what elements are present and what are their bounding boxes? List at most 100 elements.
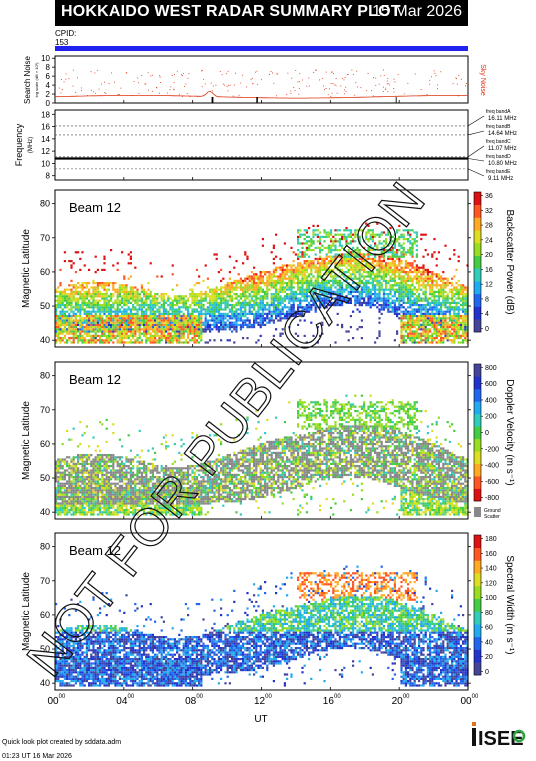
rti-cell xyxy=(180,317,183,320)
rti-cell xyxy=(356,308,359,311)
rti-cell xyxy=(180,328,183,331)
noise-point xyxy=(145,83,147,85)
rti-cell xyxy=(169,332,172,335)
rti-cell xyxy=(244,306,247,309)
rti-cell xyxy=(407,271,410,274)
rti-cell xyxy=(451,277,454,280)
rti-cell xyxy=(79,337,82,340)
rti-cell xyxy=(72,493,75,496)
rti-cell xyxy=(286,282,289,285)
rti-cell xyxy=(387,273,390,276)
rti-cell xyxy=(338,279,341,282)
rti-cell xyxy=(83,332,86,335)
rti-cell xyxy=(231,290,234,293)
rti-cell xyxy=(440,288,443,291)
rti-cell xyxy=(391,273,394,276)
rti-cell xyxy=(250,290,253,293)
rti-cell xyxy=(444,321,447,324)
rti-cell xyxy=(217,328,220,331)
rti-cell xyxy=(178,299,181,302)
noise-data xyxy=(55,69,468,103)
rti-cell xyxy=(457,297,460,300)
rti-cell xyxy=(360,260,363,263)
rti-cell xyxy=(266,301,269,304)
rti-cell xyxy=(217,319,220,322)
rti-cell xyxy=(68,319,71,322)
rti-cell xyxy=(297,310,300,313)
rti-cell xyxy=(55,506,58,509)
rti-cell xyxy=(301,266,304,269)
rti-cell xyxy=(123,308,126,311)
rti-cell xyxy=(325,290,328,293)
rti-cell xyxy=(409,304,412,307)
rti-cell xyxy=(275,268,278,271)
rti-cell xyxy=(160,312,163,315)
rti-cell xyxy=(132,308,135,311)
rti-cell xyxy=(143,290,146,293)
rti-cell xyxy=(127,323,130,326)
rti-cell xyxy=(154,293,157,296)
rti-cell xyxy=(305,304,308,307)
noise-point xyxy=(407,83,409,84)
rti-cell xyxy=(55,332,58,335)
rti-cell xyxy=(453,299,456,302)
rti-cell xyxy=(270,297,273,300)
rti-cell xyxy=(404,286,407,289)
rti-cell xyxy=(143,332,146,335)
rti-cell xyxy=(176,321,179,324)
rti-cell xyxy=(77,297,80,300)
noise-point xyxy=(227,90,229,92)
rti-cell xyxy=(180,297,183,300)
rti-cell xyxy=(226,304,229,307)
rti-cell xyxy=(288,315,291,318)
rti-cell xyxy=(206,293,209,296)
rti-cell xyxy=(332,304,335,307)
rti-cell xyxy=(341,233,344,236)
rti-cell xyxy=(435,326,438,329)
rti-cell xyxy=(222,277,225,280)
rti-cell xyxy=(239,328,242,331)
rti-cell xyxy=(404,238,407,241)
rti-cell xyxy=(411,301,414,304)
rti-cell xyxy=(231,310,234,313)
rti-cell xyxy=(125,341,128,344)
rti-cell xyxy=(68,326,71,329)
rti-cell xyxy=(354,262,357,265)
rti-cell xyxy=(143,288,146,291)
rti-cell xyxy=(92,326,95,329)
rti-cell xyxy=(433,321,436,324)
rti-cell xyxy=(204,328,207,331)
rti-cell xyxy=(151,295,154,298)
rti-cell xyxy=(173,295,176,298)
rti-cell xyxy=(380,299,383,302)
rti-cell xyxy=(411,266,414,269)
rti-cell xyxy=(407,279,410,282)
rti-cell xyxy=(297,288,300,291)
rti-cell xyxy=(173,299,176,302)
rti-ytick-label: 50 xyxy=(40,301,50,311)
rti-cell xyxy=(162,334,165,337)
rti-cell xyxy=(123,277,126,280)
rti-cell xyxy=(268,273,271,276)
rti-cell xyxy=(358,229,361,232)
rti-cell xyxy=(70,326,73,329)
rti-cell xyxy=(424,323,427,326)
rti-cell xyxy=(446,306,449,309)
rti-cell xyxy=(268,282,271,285)
rti-cell xyxy=(292,304,295,307)
rti-cell xyxy=(61,297,64,300)
rti-cell xyxy=(391,240,394,243)
rti-cell xyxy=(442,295,445,298)
rti-cell xyxy=(446,326,449,329)
rti-cell xyxy=(279,312,282,315)
rti-cell xyxy=(68,484,71,487)
rti-cell xyxy=(297,277,300,280)
rti-cell xyxy=(96,319,99,322)
rti-cell xyxy=(358,257,361,260)
rti-cell xyxy=(195,299,198,302)
rti-cell xyxy=(178,315,181,318)
rti-cell xyxy=(255,288,258,291)
rti-cell xyxy=(68,476,71,479)
rti-cell xyxy=(61,301,64,304)
rti-cell xyxy=(215,290,218,293)
